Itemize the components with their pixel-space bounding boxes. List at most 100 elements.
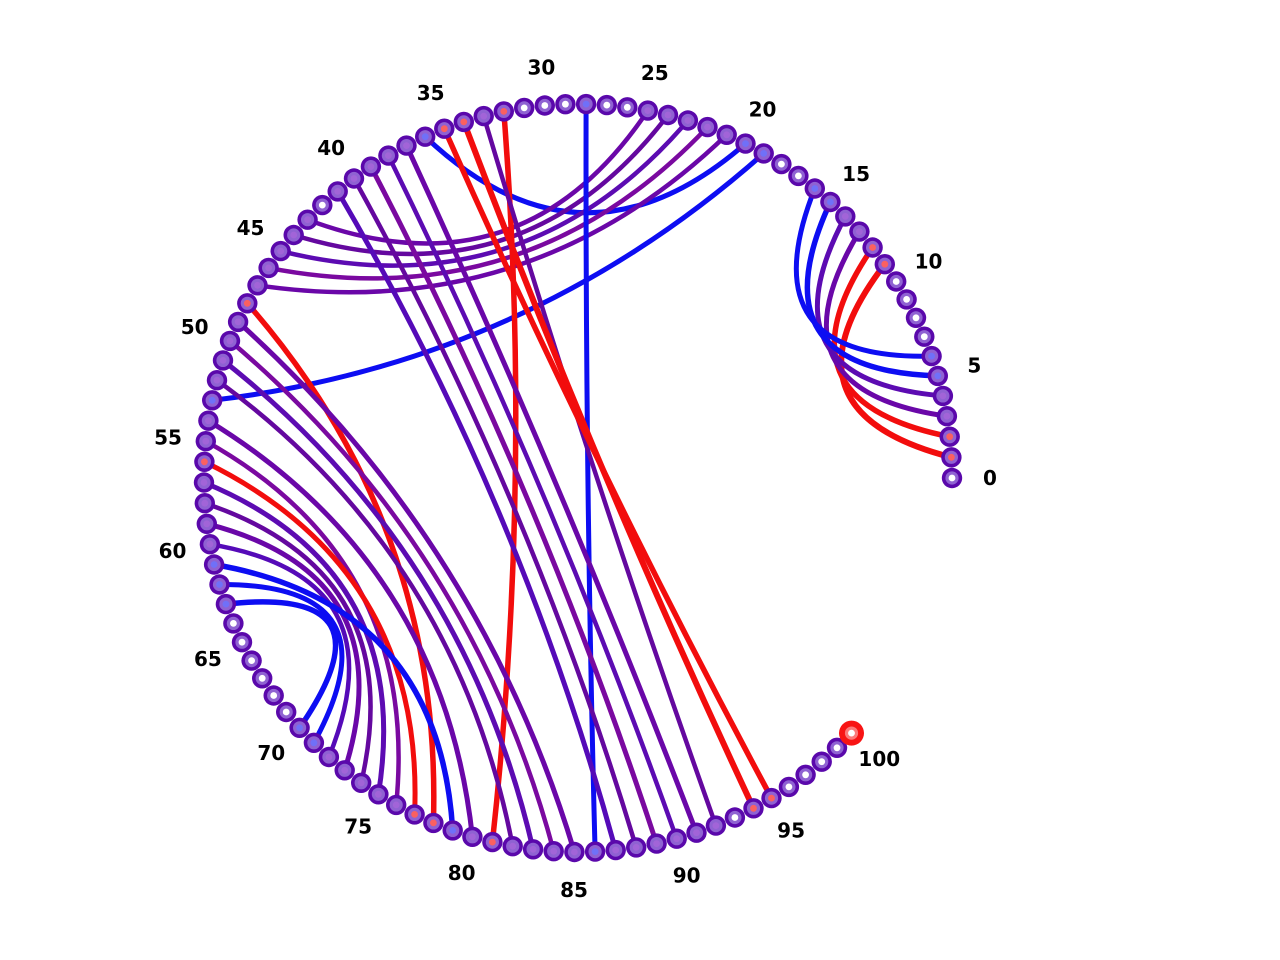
node-60: [199, 534, 221, 555]
node-center-dot: [795, 172, 802, 180]
edge-23-45: [278, 118, 691, 268]
node-center-dot: [632, 844, 640, 851]
node-36: [415, 126, 436, 147]
node-96: [778, 776, 800, 798]
node-center-dot: [550, 847, 558, 855]
node-center-dot: [460, 118, 468, 126]
tick-label-85: 85: [560, 878, 588, 902]
node-0: [941, 467, 963, 489]
node-28: [575, 93, 597, 115]
node-center-dot: [201, 458, 208, 466]
node-center-dot: [934, 372, 942, 380]
node-center-dot: [541, 102, 549, 109]
node-71: [303, 732, 325, 753]
node-center-dot: [562, 100, 569, 108]
node-32: [493, 101, 514, 122]
node-center-dot: [943, 412, 951, 420]
node-40: [343, 168, 365, 189]
tick-label-40: 40: [317, 136, 345, 160]
node-45: [270, 240, 291, 262]
edge-63-70: [223, 599, 339, 731]
node-98: [811, 751, 832, 772]
node-center-dot: [712, 822, 720, 829]
edge-56-77: [201, 459, 418, 817]
node-center-dot: [946, 433, 954, 441]
edge-6-16: [793, 186, 935, 359]
node-18: [771, 153, 792, 175]
node-center-dot: [226, 337, 234, 345]
node-center-dot: [948, 474, 956, 482]
node-center-dot: [928, 352, 935, 360]
node-center-dot: [234, 318, 242, 326]
node-30: [534, 95, 555, 116]
tick-label-100: 100: [858, 747, 900, 771]
node-75: [368, 784, 389, 805]
node-center-dot: [664, 111, 672, 119]
edge-40-88: [351, 176, 639, 850]
edge-48-78: [244, 300, 437, 826]
node-68: [263, 685, 284, 706]
edge-19-53: [209, 150, 767, 403]
node-35: [434, 118, 455, 139]
node-97: [795, 764, 816, 785]
node-center-dot: [411, 811, 418, 818]
node-center-dot: [673, 835, 681, 843]
node-2: [939, 426, 960, 447]
node-center-dot: [201, 499, 209, 507]
edge-22-46: [266, 124, 710, 281]
node-92: [705, 815, 727, 836]
tick-label-10: 10: [915, 250, 943, 274]
node-center-dot: [591, 848, 599, 855]
tick-label-5: 5: [967, 354, 981, 378]
node-53: [202, 390, 223, 411]
edge-58-74: [202, 500, 373, 786]
node-54: [198, 410, 219, 431]
node-center-dot: [742, 140, 749, 148]
node-16: [804, 178, 825, 199]
node-66: [241, 650, 262, 671]
node-25: [637, 100, 658, 121]
node-center-dot: [254, 281, 261, 289]
node-center-dot: [827, 198, 834, 206]
node-center-dot: [920, 333, 928, 341]
node-center-dot: [869, 244, 876, 251]
node-center-dot: [684, 117, 692, 124]
edge-62-71: [217, 581, 345, 746]
node-center-dot: [693, 829, 700, 837]
node-center-dot: [206, 540, 214, 548]
node-22: [697, 116, 718, 138]
edge-52-82: [214, 377, 515, 849]
node-center-dot: [230, 620, 237, 627]
node-42: [312, 194, 333, 216]
node-8: [905, 307, 927, 328]
node-58: [194, 493, 215, 514]
node-center-dot: [948, 453, 955, 461]
edge-39-89: [368, 164, 660, 847]
node-center-dot: [785, 783, 793, 791]
node-center-dot: [203, 520, 211, 528]
tick-label-30: 30: [527, 56, 555, 80]
node-center-dot: [529, 845, 537, 853]
node-13: [849, 221, 870, 242]
node-100: [839, 720, 864, 746]
node-79: [442, 820, 463, 841]
node-74: [351, 772, 372, 793]
edge-38-90: [386, 153, 679, 841]
node-center-dot: [856, 228, 863, 236]
node-50: [219, 330, 241, 352]
node-center-dot: [200, 479, 208, 486]
node-center-dot: [881, 260, 889, 268]
node-73: [334, 760, 355, 781]
labels-layer: 0 5 10 15 20 25 30 35 40 45 50 55 60 65 70 75 80 85 90 95 10…: [154, 56, 997, 902]
node-center-dot: [334, 188, 342, 195]
node-center-dot: [385, 152, 392, 160]
nodes-layer: [193, 93, 963, 863]
node-center-dot: [833, 744, 841, 752]
node-44: [283, 224, 304, 246]
node-center-dot: [841, 213, 849, 220]
edge-28-86: [583, 101, 598, 855]
tick-label-80: 80: [448, 861, 476, 885]
node-center-dot: [750, 804, 757, 812]
